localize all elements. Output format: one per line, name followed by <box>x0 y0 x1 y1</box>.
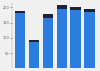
Bar <box>84 9 95 12</box>
Bar <box>29 42 39 68</box>
Bar <box>15 11 25 13</box>
Bar <box>56 5 67 9</box>
Bar <box>84 12 95 68</box>
Bar <box>15 13 25 68</box>
Bar <box>43 14 53 18</box>
Bar <box>43 18 53 68</box>
Bar <box>70 10 81 68</box>
Bar <box>56 9 67 68</box>
Bar <box>29 40 39 42</box>
Bar <box>70 7 81 10</box>
